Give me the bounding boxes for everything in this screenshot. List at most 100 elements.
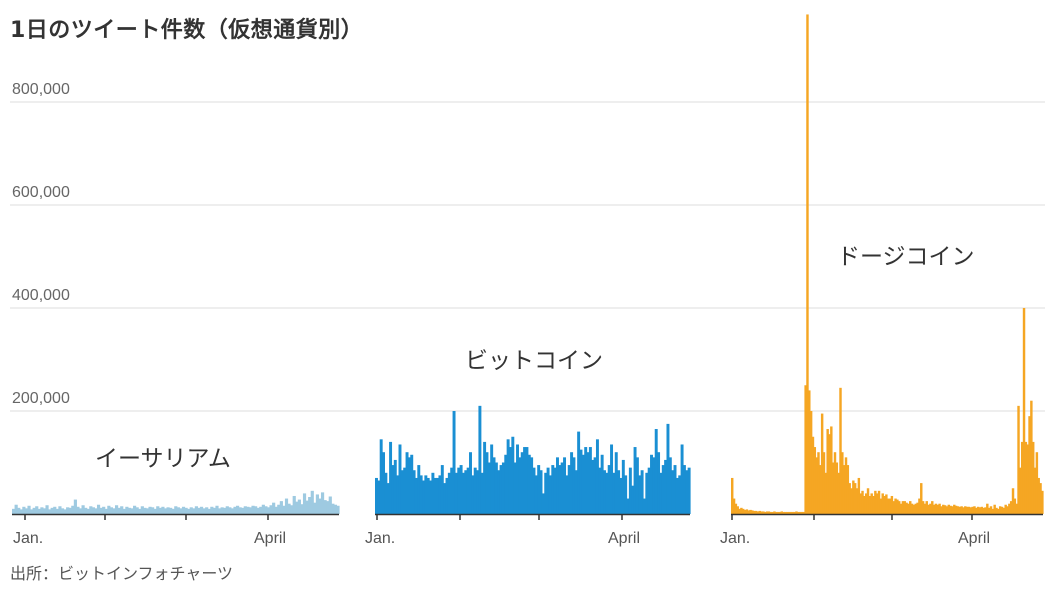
bar bbox=[640, 470, 644, 514]
bar bbox=[228, 507, 232, 514]
bar bbox=[905, 502, 908, 514]
bar bbox=[863, 495, 866, 514]
bar bbox=[756, 511, 760, 514]
bar bbox=[32, 507, 36, 514]
bar bbox=[450, 467, 454, 514]
bar bbox=[951, 506, 954, 514]
bar bbox=[297, 499, 301, 514]
bar bbox=[1015, 503, 1018, 514]
bar bbox=[678, 475, 682, 515]
bar bbox=[936, 504, 939, 514]
bar bbox=[202, 508, 206, 514]
bar bbox=[497, 470, 501, 514]
bar bbox=[114, 505, 119, 514]
bar bbox=[846, 465, 850, 514]
bar bbox=[443, 483, 447, 514]
bar bbox=[883, 495, 886, 514]
bar bbox=[775, 511, 778, 514]
bar bbox=[645, 472, 649, 514]
bar bbox=[762, 511, 765, 514]
bar bbox=[831, 462, 835, 514]
bar bbox=[1033, 467, 1037, 514]
y-tick-label: 400,000 bbox=[12, 287, 70, 304]
bar bbox=[473, 467, 477, 514]
bar bbox=[964, 506, 967, 514]
bar bbox=[738, 508, 741, 514]
bar bbox=[30, 509, 34, 514]
bar bbox=[516, 444, 519, 514]
bar bbox=[494, 462, 498, 514]
bar bbox=[731, 477, 734, 514]
bar bbox=[923, 503, 927, 514]
bar bbox=[336, 505, 340, 514]
bar bbox=[407, 457, 411, 514]
bar bbox=[654, 429, 658, 514]
bar bbox=[760, 511, 763, 514]
bar bbox=[445, 477, 449, 514]
bar bbox=[668, 457, 672, 514]
bar bbox=[256, 507, 260, 514]
bar bbox=[844, 457, 848, 514]
bar bbox=[174, 506, 178, 514]
bar bbox=[628, 467, 632, 514]
x-tick-label-april: April bbox=[958, 530, 990, 547]
bar bbox=[740, 507, 743, 514]
bar bbox=[485, 452, 489, 514]
bar bbox=[652, 457, 656, 514]
bar bbox=[236, 505, 240, 514]
bar bbox=[754, 510, 758, 514]
bar bbox=[466, 467, 470, 514]
series-1 bbox=[375, 405, 691, 515]
bar bbox=[541, 493, 545, 514]
bar bbox=[991, 508, 995, 514]
bar bbox=[323, 500, 327, 514]
bar bbox=[125, 506, 129, 514]
bar bbox=[920, 483, 923, 514]
bar bbox=[1041, 490, 1044, 514]
bar bbox=[894, 498, 897, 514]
bar bbox=[215, 505, 219, 514]
bar bbox=[675, 477, 679, 514]
bar bbox=[14, 504, 18, 514]
bar bbox=[461, 472, 465, 514]
bar bbox=[819, 465, 822, 514]
bar bbox=[875, 493, 879, 514]
bar bbox=[872, 495, 875, 514]
bar bbox=[328, 496, 332, 514]
bar bbox=[804, 385, 807, 514]
bar bbox=[987, 507, 991, 514]
bar bbox=[197, 507, 201, 514]
bar bbox=[931, 501, 934, 515]
bar bbox=[786, 511, 789, 514]
bar bbox=[405, 452, 409, 514]
bar bbox=[1006, 506, 1009, 514]
bar bbox=[400, 470, 404, 514]
bar bbox=[161, 506, 165, 514]
bar bbox=[480, 472, 484, 514]
bar bbox=[440, 465, 444, 514]
bar bbox=[890, 495, 894, 514]
bar bbox=[664, 459, 668, 514]
bar bbox=[94, 508, 98, 514]
bar bbox=[429, 480, 433, 514]
bar bbox=[769, 511, 772, 514]
bar bbox=[277, 504, 281, 514]
bar bbox=[504, 454, 508, 514]
bar bbox=[410, 454, 414, 514]
bar bbox=[55, 508, 59, 514]
bar bbox=[73, 499, 77, 514]
bar bbox=[958, 506, 962, 514]
bar bbox=[830, 426, 833, 514]
series-label: ドージコイン bbox=[837, 244, 975, 270]
bar bbox=[833, 452, 837, 514]
bar bbox=[241, 507, 245, 514]
bar bbox=[230, 508, 235, 514]
bar bbox=[22, 506, 26, 514]
bar bbox=[806, 14, 809, 514]
bar bbox=[153, 508, 157, 514]
x-tick-label-jan: Jan. bbox=[365, 530, 395, 547]
bar bbox=[35, 506, 39, 514]
bar bbox=[782, 511, 785, 514]
bar bbox=[284, 498, 289, 514]
bar bbox=[925, 501, 928, 515]
